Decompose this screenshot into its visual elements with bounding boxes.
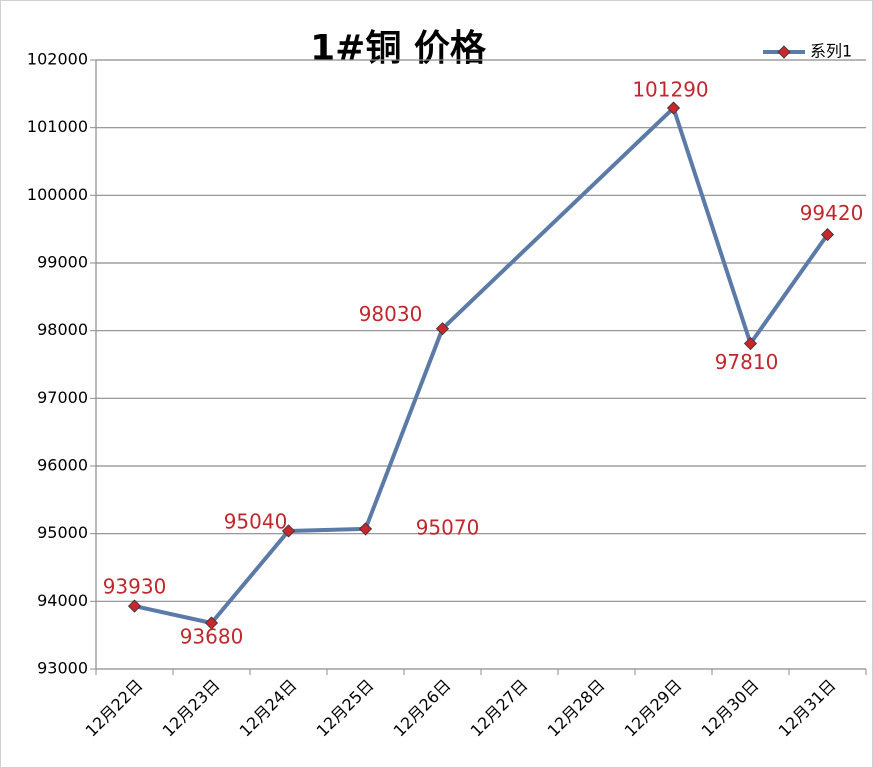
marker <box>358 522 373 536</box>
y-tick-label: 99000 <box>37 253 88 272</box>
y-tick-label: 96000 <box>37 456 88 475</box>
marker <box>281 524 296 538</box>
legend-label: 系列1 <box>810 42 852 61</box>
marker <box>435 322 450 336</box>
marker <box>127 599 142 613</box>
data-label: 95040 <box>224 509 288 533</box>
y-tick-label: 101000 <box>27 117 88 136</box>
series-line <box>134 106 830 625</box>
y-tick-label: 102000 <box>27 50 88 69</box>
y-tick-label: 93000 <box>37 659 88 678</box>
marker <box>820 228 835 242</box>
marker <box>743 336 758 351</box>
y-tick-label: 94000 <box>37 591 88 610</box>
y-tick-label: 100000 <box>27 185 88 204</box>
y-tick-label: 97000 <box>37 388 88 407</box>
data-label: 98030 <box>359 302 423 326</box>
data-label: 97810 <box>715 350 779 374</box>
marker <box>204 616 219 630</box>
data-label: 93680 <box>180 624 244 648</box>
data-label: 95070 <box>416 515 480 539</box>
data-label: 101290 <box>632 78 708 102</box>
y-tick-label: 98000 <box>37 320 88 339</box>
data-label: 93930 <box>103 575 167 599</box>
y-tick-label: 95000 <box>37 523 88 542</box>
legend-marker <box>777 45 791 59</box>
data-label: 99420 <box>800 201 864 225</box>
chart-title: 1#铜 价格 <box>310 28 487 69</box>
marker <box>666 101 681 115</box>
